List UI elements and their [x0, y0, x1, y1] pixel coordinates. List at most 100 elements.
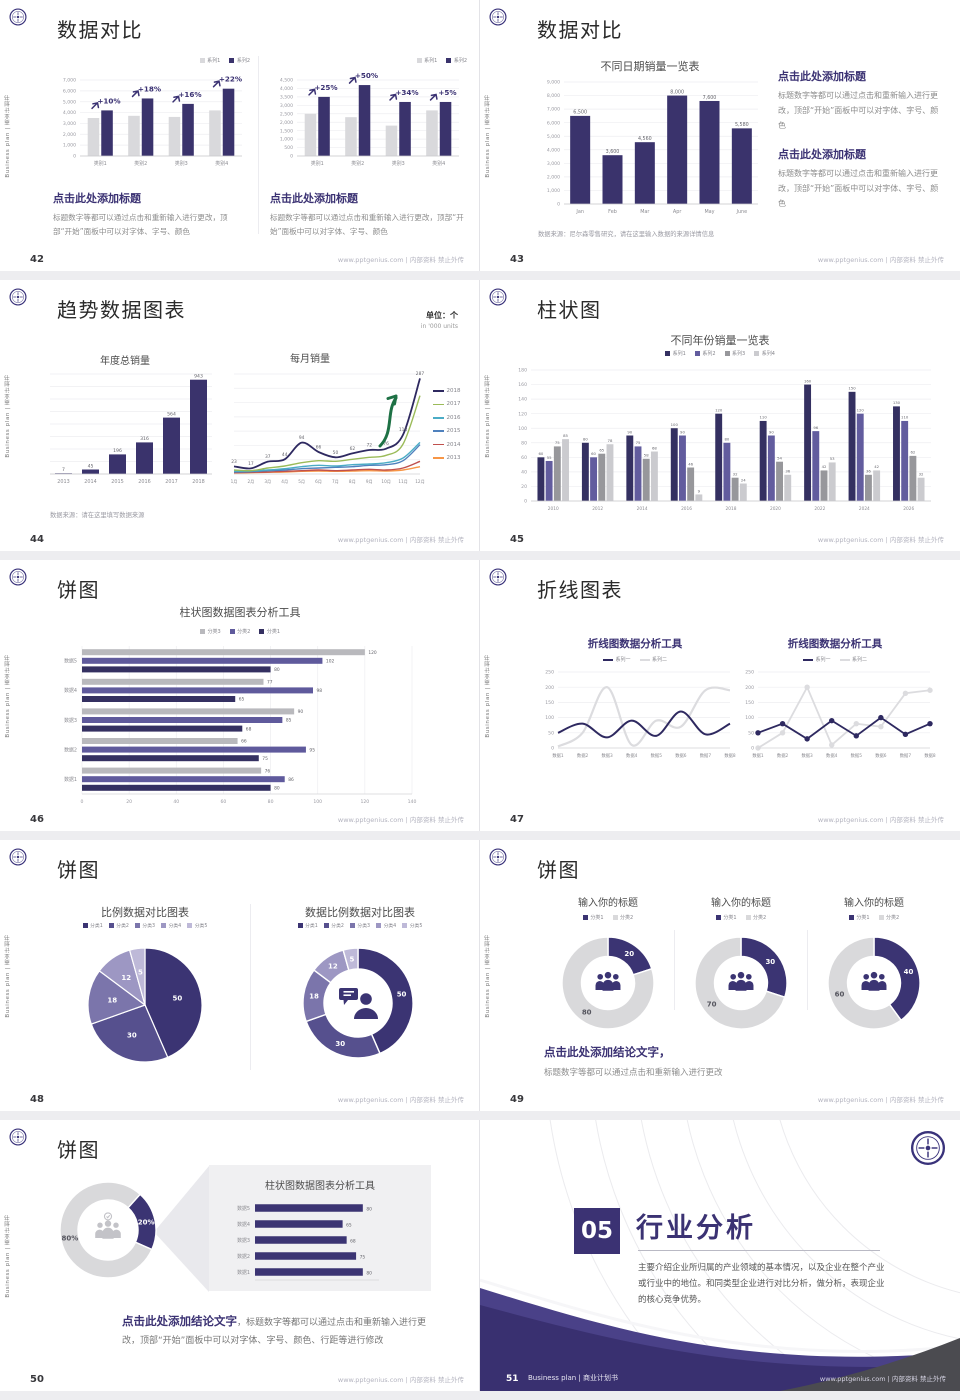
slide-46[interactable]: Business plan | 商业计划书 饼图 柱状图数据图表分析工具 分类3…	[0, 560, 480, 831]
legend-item: 分类1	[715, 914, 737, 921]
legend-item: 分类5	[187, 922, 207, 929]
svg-text:80: 80	[521, 440, 527, 446]
svg-text:80: 80	[724, 437, 729, 442]
svg-text:120: 120	[368, 650, 377, 656]
block-heading: 点击此处添加标题	[53, 192, 141, 205]
svg-text:2014: 2014	[637, 506, 648, 512]
svg-text:100: 100	[518, 426, 527, 432]
svg-text:1,500: 1,500	[280, 128, 293, 134]
block-heading: 点击此处添加标题	[778, 148, 866, 161]
page-number: 43	[510, 254, 524, 265]
svg-text:3,000: 3,000	[280, 103, 293, 109]
legend-item: 系列1	[199, 57, 220, 64]
block-heading: 点击此处添加标题	[270, 192, 358, 205]
svg-text:数据7: 数据7	[900, 752, 912, 759]
svg-text:数据8: 数据8	[924, 752, 936, 759]
legend-item: 2015	[433, 428, 461, 434]
legend-item: 分类1	[297, 922, 318, 929]
svg-text:7,600: 7,600	[703, 95, 717, 101]
slide-footer: www.pptgenius.com | 内部资料 禁止外传	[817, 1096, 944, 1104]
chart-legend: 系列一 系列二	[735, 656, 935, 663]
legend-item: 分类1	[582, 914, 604, 921]
svg-text:58: 58	[644, 453, 649, 458]
svg-text:4,000: 4,000	[63, 110, 76, 116]
svg-text:+5%: +5%	[438, 88, 456, 97]
svg-text:数据3: 数据3	[601, 752, 613, 759]
text-block: 点击此处添加标题 标题数字等都可以通过点击和重新输入进行更改，顶部“开始”面板中…	[778, 146, 946, 211]
legend-item: 分类2	[108, 922, 129, 929]
chart-title: 折线图数据分析工具	[587, 638, 683, 650]
slide-title: 饼图	[57, 1138, 100, 1162]
legend-item: 系列一	[602, 656, 631, 663]
svg-text:37: 37	[265, 454, 271, 460]
slide-51-section-divider[interactable]: 05 行业分析 主要介绍企业所归属的产业领域的基本情况，以及企业在整个产业或行业…	[480, 1120, 960, 1391]
svg-text:60: 60	[591, 451, 596, 456]
data-source-note: 数据来源：尼尔森零售研究，请在这里输入数据的来源详情信息	[538, 231, 715, 238]
slide-42[interactable]: Business plan | 商业计划书 数据对比 系列1 系列2 系列1 系列2…	[0, 0, 480, 271]
slide-45[interactable]: Business plan | 商业计划书 柱状图 不同年份销量一览表 系列1 系…	[480, 280, 960, 551]
svg-text:12: 12	[121, 974, 131, 982]
page-number: 51	[506, 1374, 519, 1384]
svg-text:287: 287	[416, 371, 425, 377]
svg-text:20: 20	[126, 799, 132, 805]
svg-text:9: 9	[698, 488, 701, 493]
text-block: 点击此处添加标题 标题数字等都可以通过点击和重新输入进行更改，顶部“开始”面板中…	[53, 190, 245, 239]
svg-text:4,500: 4,500	[280, 78, 293, 84]
slide-footer: www.pptgenius.com | 内部资料 禁止外传	[337, 256, 464, 264]
svg-text:120: 120	[715, 407, 723, 412]
donut-chart-1: 20 80	[560, 936, 656, 1032]
svg-text:3,500: 3,500	[280, 94, 293, 100]
svg-text:100: 100	[545, 715, 554, 721]
side-vertical-label: Business plan | 商业计划书	[5, 93, 11, 178]
slide-title: 趋势数据图表	[57, 298, 186, 322]
legend-item: 分类2	[229, 628, 250, 635]
svg-text:36: 36	[866, 469, 871, 474]
chart-title: 不同日期销量一览表	[600, 60, 700, 73]
svg-text:2017: 2017	[165, 479, 177, 485]
slide-47[interactable]: Business plan | 商业计划书 折线图表 折线图数据分析工具 系列一…	[480, 560, 960, 831]
svg-text:80: 80	[274, 786, 280, 792]
svg-text:数据2: 数据2	[64, 746, 77, 753]
brand-logo-icon	[9, 848, 27, 866]
svg-text:6,500: 6,500	[573, 110, 587, 116]
svg-text:78: 78	[608, 438, 613, 443]
slide-48[interactable]: Business plan | 商业计划书 饼图 比例数据对比图表 分类1 分类2…	[0, 840, 480, 1111]
svg-text:数据2: 数据2	[237, 1253, 250, 1260]
slide-44[interactable]: Business plan | 商业计划书 趋势数据图表 单位：个 in '00…	[0, 280, 480, 551]
line-chart-left: 250 200 150 100 50 0 数据1 数据2 数据3 数据4 数据5 数据6 数据7 数据8	[532, 666, 737, 768]
brand-logo-icon	[910, 1130, 946, 1166]
svg-text:60: 60	[220, 799, 226, 805]
svg-text:2月: 2月	[247, 479, 254, 485]
svg-text:5: 5	[138, 969, 143, 977]
slide-title: 折线图表	[537, 578, 623, 602]
svg-text:+10%: +10%	[97, 96, 120, 105]
svg-text:4月: 4月	[281, 479, 288, 485]
svg-text:80: 80	[582, 1009, 592, 1017]
svg-text:数据1: 数据1	[64, 776, 77, 783]
chart-title: 年度总销量	[100, 356, 150, 367]
unit-main: 单位：个	[426, 311, 458, 320]
donut-chart-3: 40 60	[826, 936, 922, 1032]
svg-text:3月: 3月	[264, 479, 271, 485]
svg-text:50: 50	[172, 995, 182, 1003]
svg-text:2,000: 2,000	[547, 174, 560, 180]
svg-text:数据4: 数据4	[64, 687, 77, 694]
slide-49[interactable]: Business plan | 商业计划书 饼图 输入你的标题 输入你的标题 输…	[480, 840, 960, 1111]
legend-item: 分类3	[199, 628, 221, 635]
legend-item: 分类1	[82, 922, 103, 929]
legend-item: 系列1	[665, 350, 686, 357]
slide-title: 饼图	[537, 858, 580, 882]
slide-title: 柱状图	[537, 298, 602, 322]
svg-text:85: 85	[563, 433, 568, 438]
svg-text:55: 55	[547, 455, 552, 460]
svg-text:50: 50	[748, 730, 754, 736]
legend-item: 分类2	[612, 914, 633, 921]
svg-text:类别3: 类别3	[392, 160, 405, 167]
svg-text:120: 120	[360, 799, 369, 805]
svg-text:8,000: 8,000	[547, 93, 560, 99]
svg-text:+16%: +16%	[178, 90, 201, 99]
column-chart-right: 4,500 4,000 3,500 3,000 2,500 2,000 1,500 1,000…	[267, 70, 467, 176]
svg-text:1,000: 1,000	[63, 143, 76, 149]
slide-43[interactable]: Business plan | 商业计划书 数据对比 不同日期销量一览表 9,0…	[480, 0, 960, 271]
slide-50[interactable]: Business plan | 商业计划书 饼图 柱状图数据图表分析工具 数据5…	[0, 1120, 480, 1391]
